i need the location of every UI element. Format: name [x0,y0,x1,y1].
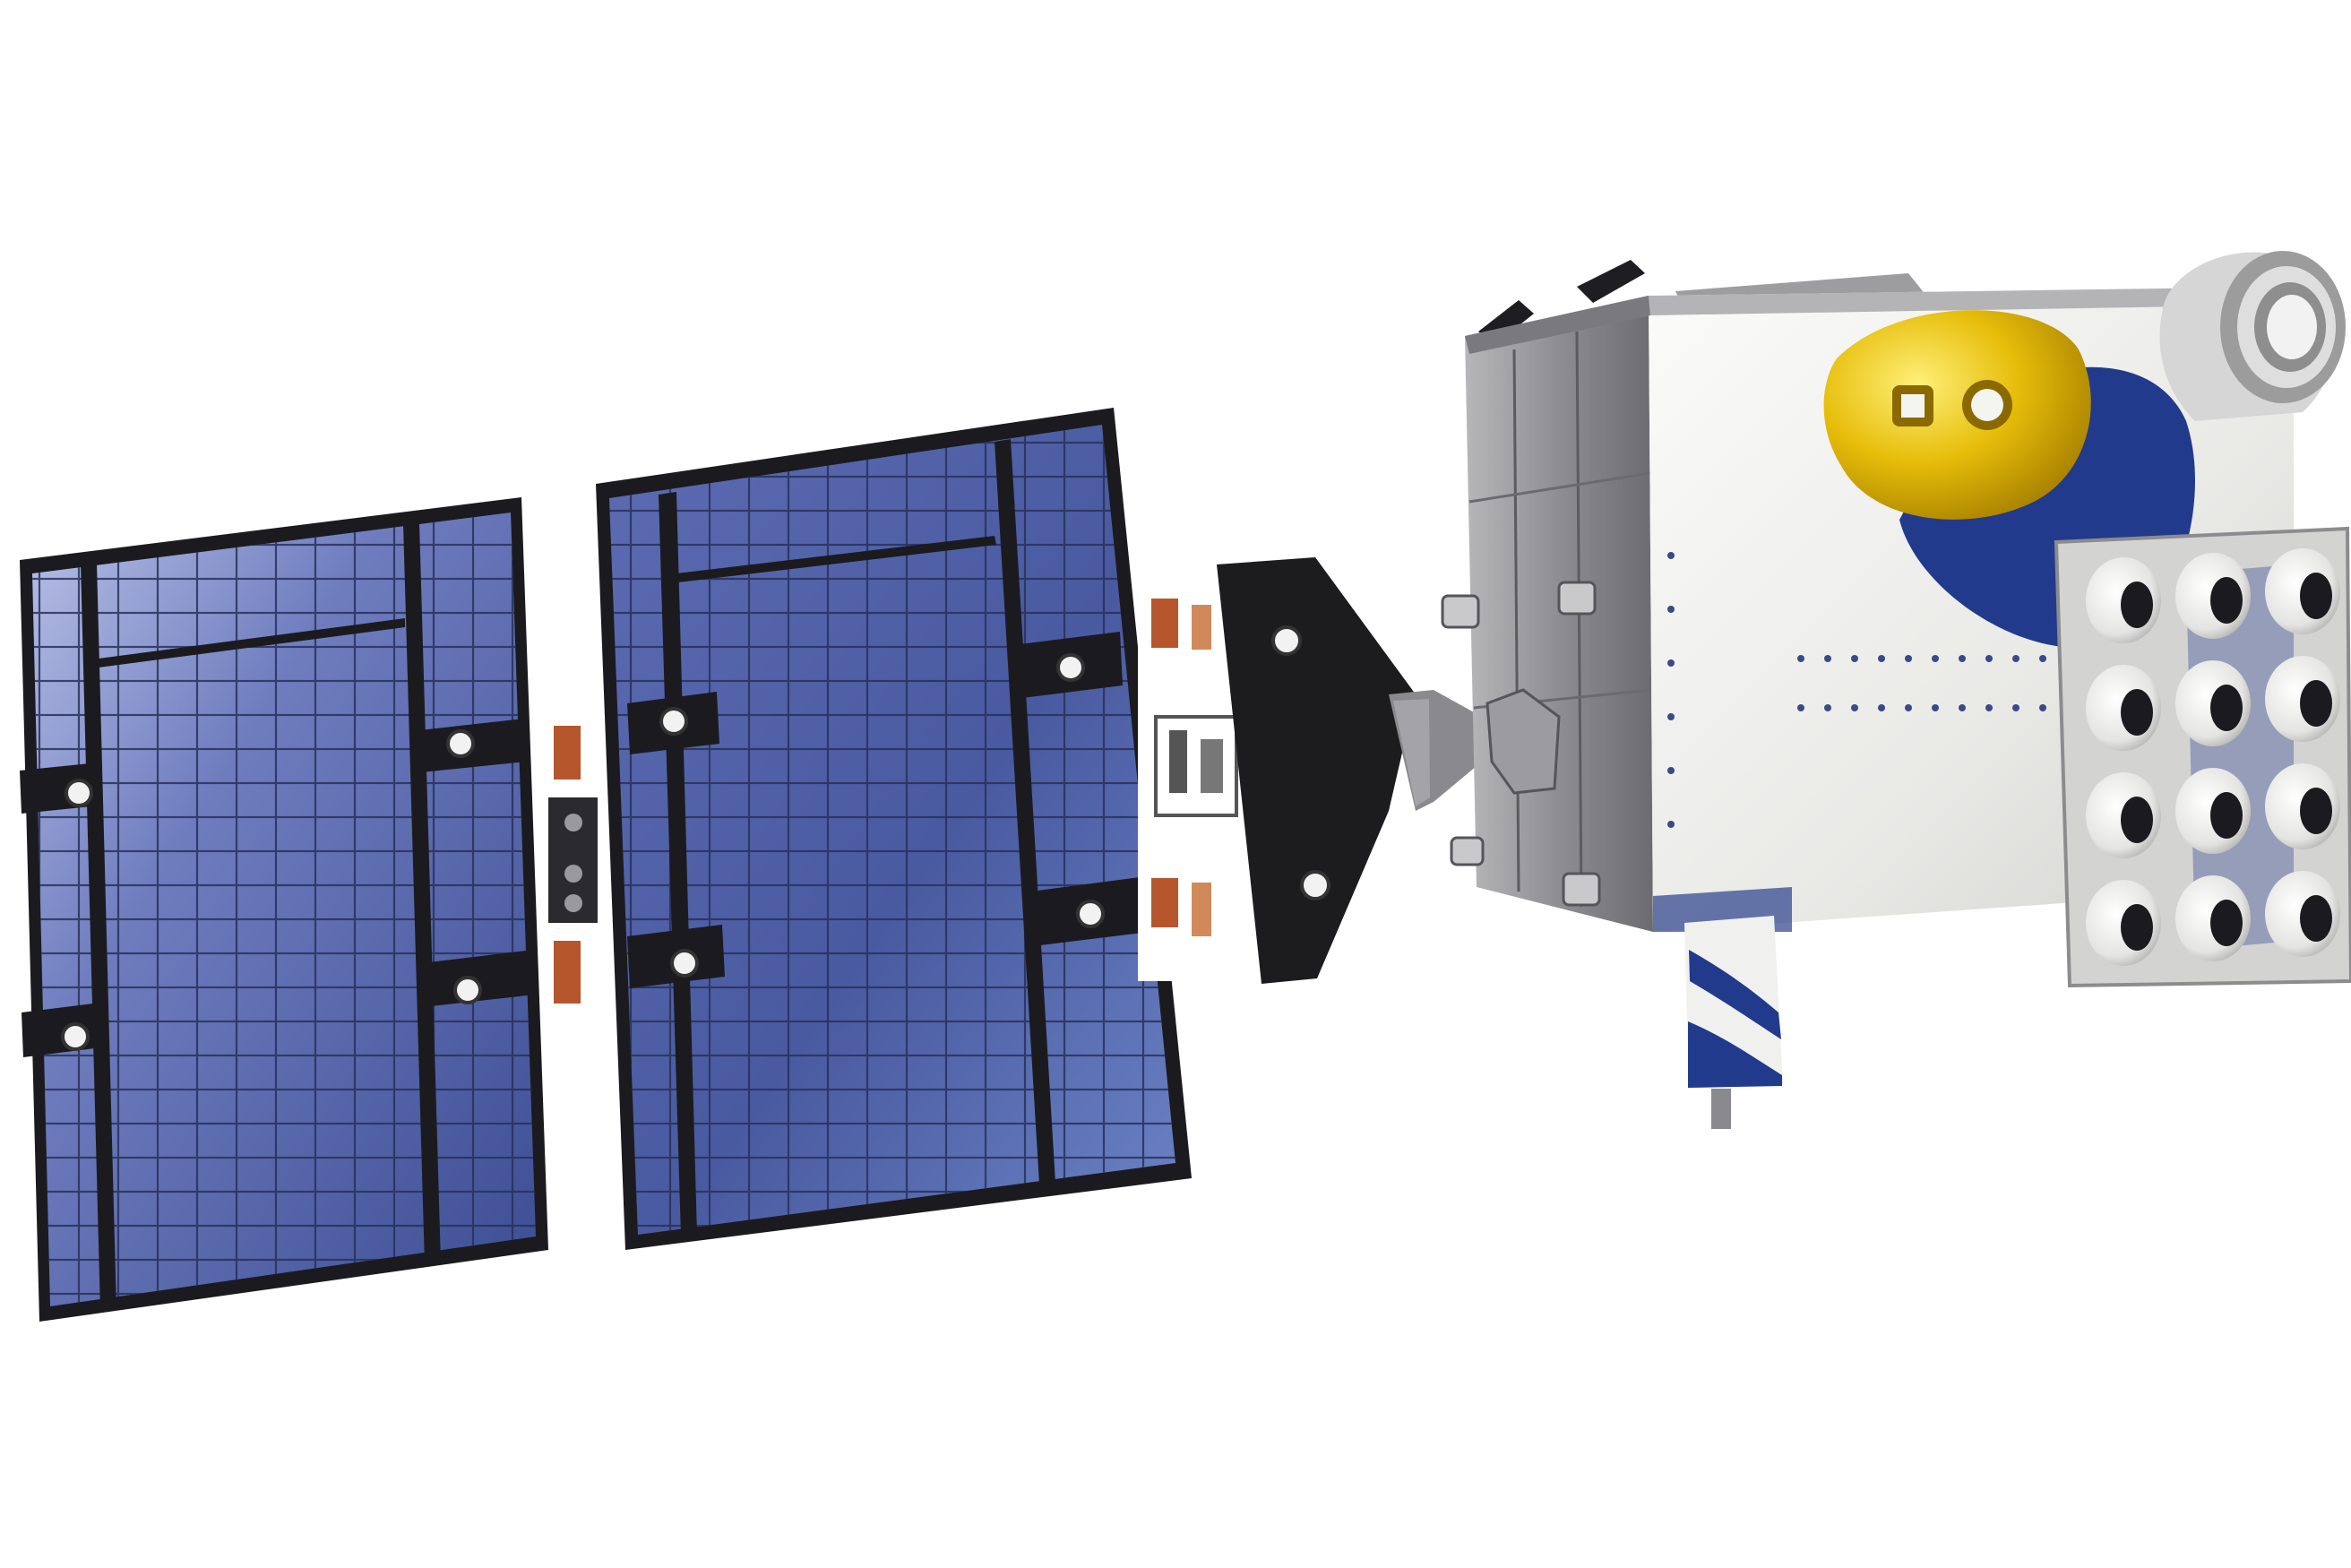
gold-sensor-dish [1823,310,2091,520]
solar-panel-left [20,497,548,1322]
solar-panel-right [596,408,1192,1250]
panel-hinge-left [542,726,605,1053]
thruster-nozzle [2086,548,2340,966]
antenna-icon [2159,251,2346,421]
thruster-cluster [2054,526,2351,988]
